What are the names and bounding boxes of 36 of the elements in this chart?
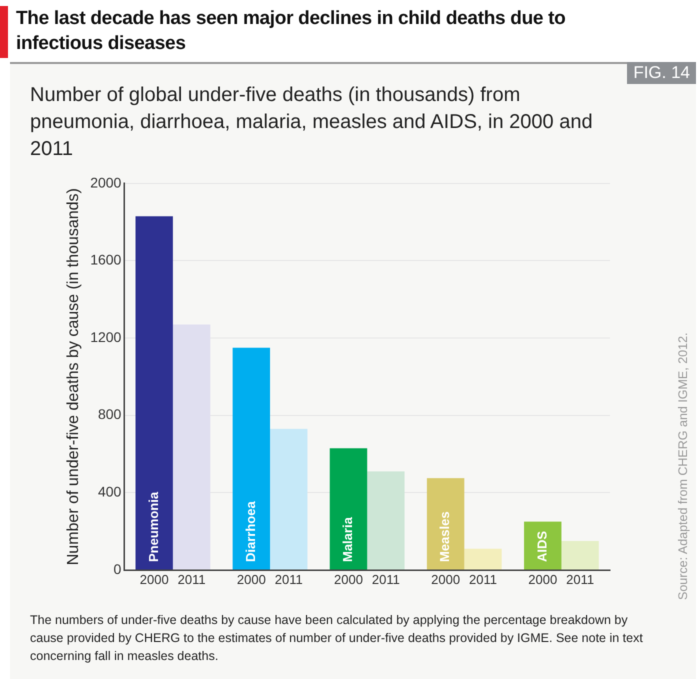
caption: FIG. 14 xyxy=(627,62,696,84)
y-tick-label: 1200 xyxy=(90,328,122,345)
x-tick-label: Diarrhoea xyxy=(242,500,258,562)
bar xyxy=(367,471,405,570)
y-tick-label: 800 xyxy=(98,406,122,422)
x-tick-label: Malaria xyxy=(340,516,356,562)
x-tick-label: Measles xyxy=(437,511,452,562)
x-tick-label: AIDS xyxy=(534,530,550,562)
bar xyxy=(232,348,270,570)
text: 2011 xyxy=(372,572,400,588)
y-tick-label: 0 xyxy=(114,560,122,577)
text: 2000 xyxy=(334,572,363,588)
y-tick-label: 2000 xyxy=(90,174,122,190)
text: 2011 xyxy=(274,572,303,588)
x-tick-label: Pneumonia xyxy=(146,491,161,562)
bar xyxy=(136,216,173,570)
series-label: 2011 xyxy=(178,572,206,588)
y-tick-label: 400 xyxy=(98,484,122,500)
chart-subtitle: Number of global under-five deaths (in thousands) from pneumonia, diarrhoea, malaria, measles and AIDS, in 2000 and 2011 xyxy=(30,83,594,162)
text: 2011 xyxy=(566,572,594,588)
y-axis-title: Number of under-five deaths by cause (in thousands) xyxy=(65,188,82,566)
chart-title: The last decade has seen major declines in child deaths due to infectious diseases xyxy=(16,7,566,56)
bar xyxy=(561,541,599,570)
bar xyxy=(524,522,562,570)
source-note: Source: Adapted from CHERG and IGME, 2012. xyxy=(676,332,690,600)
series-label: 2000 xyxy=(140,572,169,588)
bar xyxy=(270,428,308,570)
bar xyxy=(464,548,502,570)
text: 2000 xyxy=(236,572,266,588)
bar xyxy=(330,448,368,570)
y-tick-label: 1600 xyxy=(90,252,122,268)
text: 2011 xyxy=(469,572,497,588)
text: 2000 xyxy=(528,572,558,588)
text: 2000 xyxy=(431,572,460,588)
text: The numbers of under-five deaths by cause have been calculated by applying the percentage breakdown by cause provided by CHERG to the estimates of number of under-five deaths provided by IGME. See note in text concerning fall in measles deaths. xyxy=(30,612,644,665)
bar xyxy=(426,478,464,570)
